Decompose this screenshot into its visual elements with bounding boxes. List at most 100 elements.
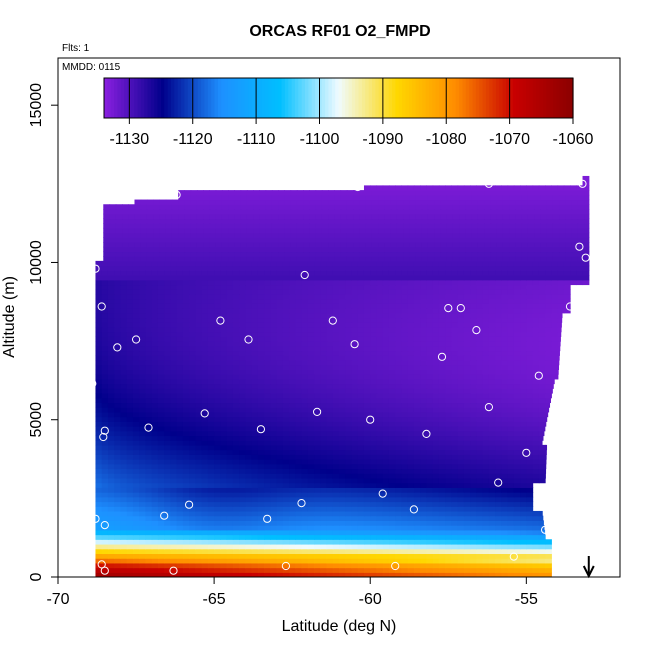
field-cell: [463, 355, 471, 361]
field-cell: [120, 487, 128, 493]
field-cell: [251, 383, 259, 389]
field-cell: [107, 326, 115, 333]
field-cell: [545, 355, 552, 361]
field-cell: [395, 317, 403, 323]
field-cell: [357, 407, 365, 413]
field-cell: [339, 279, 346, 286]
field-cell: [407, 289, 415, 295]
field-cell: [432, 397, 440, 404]
field-cell: [407, 534, 415, 540]
field-cell: [264, 416, 271, 422]
field-cell: [301, 289, 309, 295]
field-cell: [413, 525, 421, 531]
field-cell: [463, 260, 471, 267]
field-cell: [420, 341, 428, 347]
field-cell: [189, 374, 196, 380]
field-cell: [545, 539, 552, 545]
field-cell: [139, 501, 147, 507]
field-cell: [445, 459, 452, 465]
field-cell: [195, 378, 203, 385]
field-cell: [382, 506, 390, 512]
field-cell: [432, 553, 440, 559]
field-cell: [264, 496, 271, 503]
field-cell: [95, 374, 103, 380]
field-cell: [126, 572, 134, 577]
field-cell: [482, 350, 490, 356]
field-cell: [390, 256, 398, 262]
field-cell: [209, 256, 217, 262]
field-cell: [332, 265, 340, 271]
field-cell: [370, 298, 378, 304]
field-cell: [145, 572, 153, 577]
field-cell: [345, 421, 353, 427]
field-cell: [245, 317, 253, 323]
field-cell: [501, 326, 509, 333]
field-cell: [195, 468, 203, 474]
field-cell: [95, 279, 103, 286]
field-cell: [438, 468, 446, 474]
field-cell: [157, 407, 165, 413]
field-cell: [264, 293, 271, 300]
field-cell: [251, 270, 259, 276]
field-cell: [334, 256, 342, 262]
field-cell: [189, 520, 196, 526]
field-cell: [507, 275, 515, 281]
field-cell: [413, 317, 421, 323]
field-cell: [388, 359, 396, 366]
field-cell: [307, 275, 315, 281]
field-cell: [526, 473, 534, 479]
field-cell: [101, 260, 109, 267]
field-cell: [145, 520, 153, 526]
field-cell: [445, 482, 452, 488]
field-cell: [239, 397, 246, 404]
field-cell: [363, 374, 371, 380]
field-cell: [182, 487, 190, 493]
field-cell: [445, 572, 452, 577]
field-cell: [370, 553, 378, 559]
field-cell: [470, 572, 477, 577]
field-cell: [220, 496, 228, 503]
field-cell: [357, 463, 365, 470]
field-cell: [495, 426, 502, 432]
field-cell: [370, 572, 378, 577]
field-cell: [176, 515, 184, 521]
field-cell: [214, 345, 221, 352]
field-cell: [413, 482, 421, 488]
field-cell: [513, 411, 521, 418]
field-cell: [457, 477, 465, 484]
field-cell: [351, 501, 359, 507]
field-cell: [357, 558, 365, 564]
field-cell: [545, 260, 552, 267]
field-cell: [170, 293, 178, 300]
field-cell: [438, 284, 446, 290]
field-cell: [413, 341, 421, 347]
field-cell: [245, 397, 253, 404]
field-cell: [351, 416, 359, 422]
field-cell: [114, 289, 122, 295]
field-cell: [289, 444, 296, 451]
field-cell: [357, 496, 365, 503]
field-cell: [339, 454, 346, 460]
field-cell: [251, 553, 259, 559]
field-cell: [314, 520, 321, 526]
field-cell: [289, 487, 296, 493]
field-cell: [538, 558, 546, 564]
field-cell: [215, 256, 223, 262]
field-cell: [476, 374, 484, 380]
field-cell: [538, 378, 546, 385]
field-cell: [413, 279, 421, 286]
field-cell: [445, 298, 452, 304]
field-cell: [545, 359, 552, 366]
field-cell: [257, 293, 265, 300]
field-cell: [289, 364, 296, 370]
field-cell: [189, 364, 196, 370]
field-cell: [382, 553, 390, 559]
field-cell: [245, 341, 253, 347]
field-cell: [570, 260, 577, 267]
field-cell: [420, 510, 428, 517]
field-cell: [426, 265, 434, 271]
field-cell: [101, 567, 109, 573]
field-cell: [126, 260, 134, 267]
field-cell: [363, 496, 371, 503]
field-cell: [307, 487, 315, 493]
